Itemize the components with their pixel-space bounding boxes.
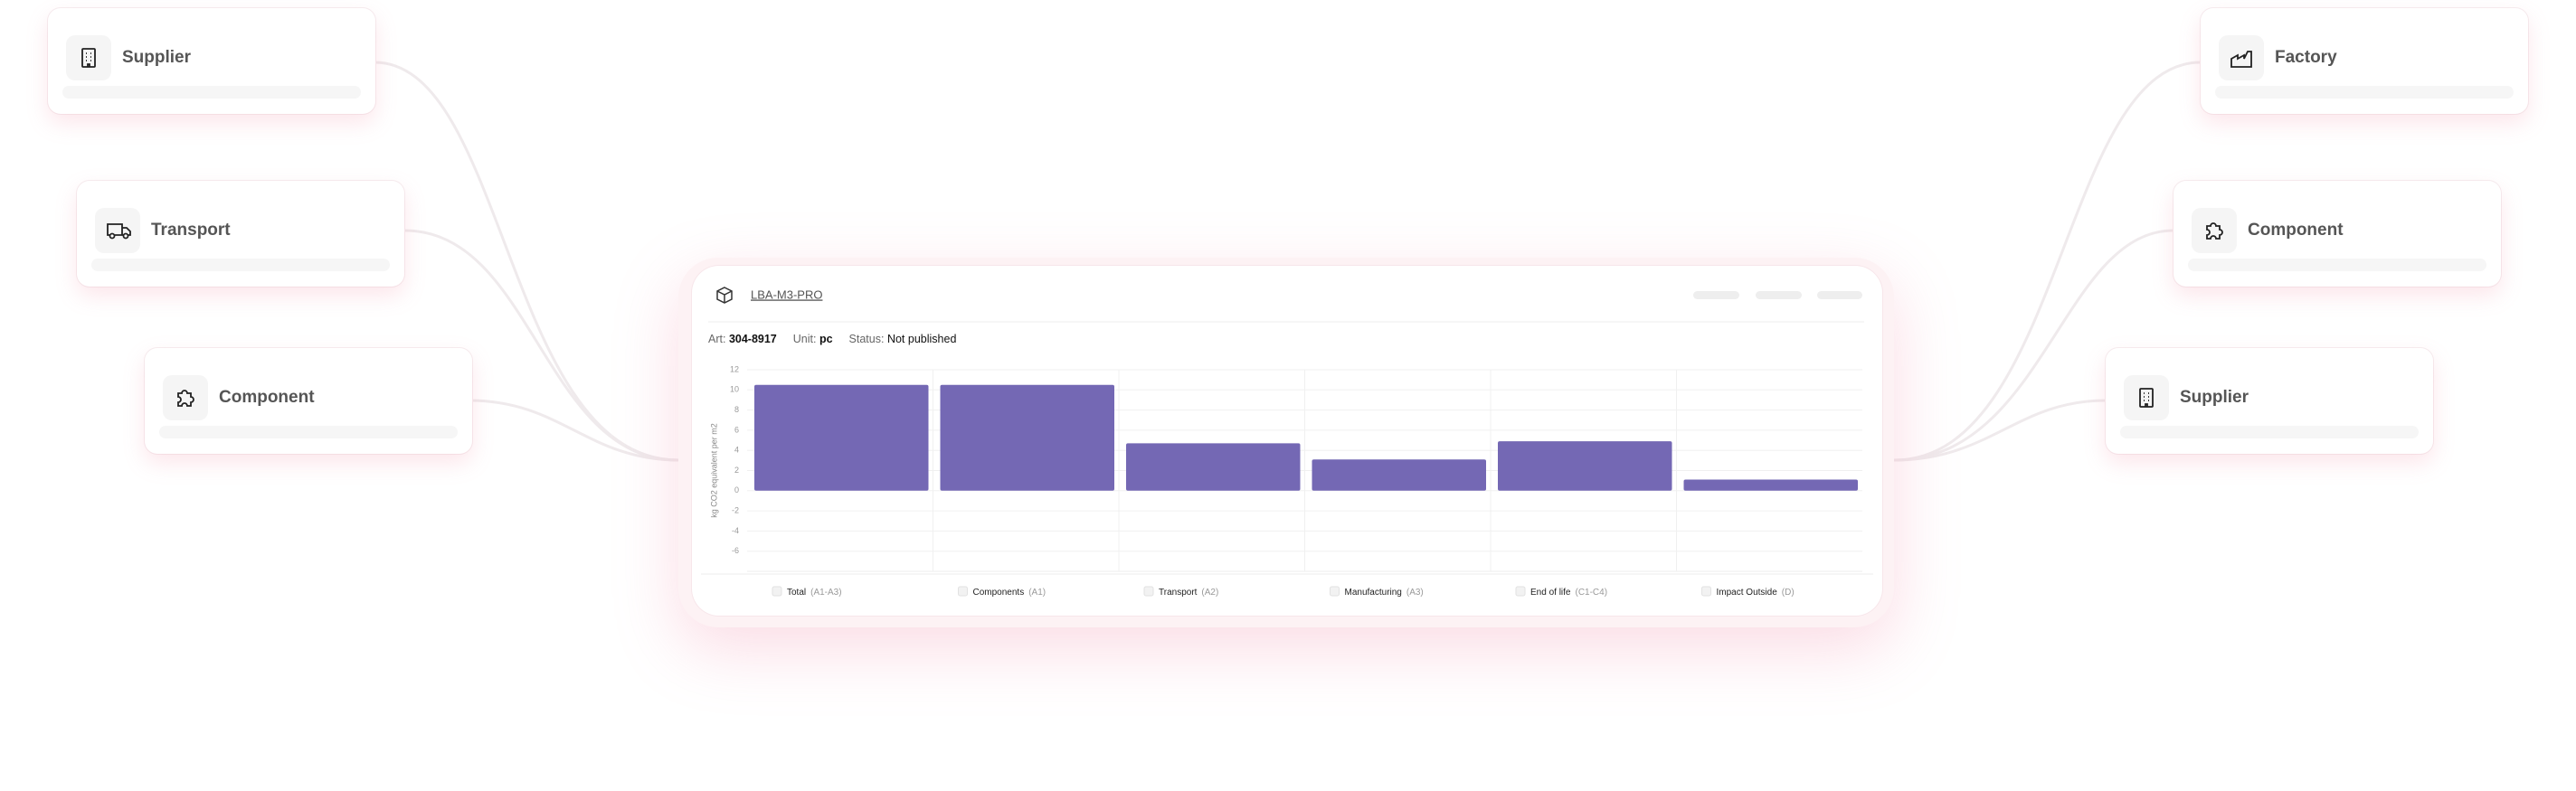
product-icon	[716, 287, 733, 304]
node-label: Component	[2248, 221, 2344, 240]
y-tick-label: 0	[734, 485, 739, 494]
legend-entry: Transport (A2)	[1159, 588, 1218, 598]
legend-code: (C1-C4)	[1575, 588, 1607, 598]
bar	[1312, 459, 1486, 491]
legend-code: (D)	[1782, 588, 1795, 598]
legend-entry: End of life (C1-C4)	[1530, 588, 1607, 598]
node-card[interactable]: Transport	[77, 181, 404, 287]
node-icon	[2124, 375, 2169, 420]
placeholder	[2120, 426, 2419, 438]
legend-swatch	[1701, 586, 1711, 597]
placeholder	[159, 426, 458, 438]
legend-swatch	[1330, 586, 1340, 597]
legend-entry: Total (A1-A3)	[787, 588, 842, 598]
legend-entry: Manufacturing (A3)	[1345, 588, 1424, 598]
legend-swatch	[958, 586, 968, 597]
legend-name: Total	[787, 588, 806, 598]
product-name[interactable]: LBA-M3-PRO	[751, 287, 822, 301]
y-tick-label: 10	[730, 385, 739, 394]
node-card[interactable]: Supplier	[2106, 348, 2433, 454]
meta-value: pc	[819, 333, 833, 345]
y-tick-label: 2	[734, 466, 739, 475]
legend-code: (A3)	[1406, 588, 1424, 598]
node-label: Factory	[2275, 48, 2337, 67]
y-axis-label: kg CO2 equivalent per m2	[709, 423, 718, 518]
node-icon	[66, 35, 111, 80]
legend-entry: Impact Outside (D)	[1717, 588, 1795, 598]
bar	[1126, 443, 1301, 491]
bar	[754, 384, 929, 491]
y-tick-label: 8	[734, 405, 739, 414]
placeholder	[1693, 291, 1739, 299]
product-meta: Art: 304-8917 Unit: pc Status: Not publish…	[708, 333, 956, 345]
node-icon	[163, 375, 208, 420]
bar	[1498, 441, 1672, 491]
product-panel: LBA-M3-PRO Art: 304-8917 Unit: pc Status: …	[701, 287, 1873, 598]
y-tick-label: -4	[732, 526, 739, 535]
legend-swatch	[1143, 586, 1154, 597]
placeholder	[2215, 86, 2514, 99]
node-icon	[2219, 35, 2264, 80]
node-label: Supplier	[122, 48, 192, 67]
node-card[interactable]: Supplier	[48, 8, 375, 114]
placeholder	[1756, 291, 1802, 299]
node-label: Transport	[151, 221, 231, 240]
legend-entry: Components (A1)	[973, 588, 1046, 598]
node-icon	[2192, 208, 2237, 253]
y-tick-label: -2	[732, 505, 739, 514]
placeholder	[62, 86, 361, 99]
legend-code: (A1-A3)	[810, 588, 841, 598]
legend-name: End of life	[1530, 588, 1571, 598]
y-tick-label: -6	[732, 546, 739, 555]
node-label: Component	[219, 388, 315, 407]
legend-swatch	[1515, 586, 1526, 597]
connector	[469, 399, 679, 462]
bar	[940, 384, 1114, 491]
placeholder	[91, 259, 390, 271]
meta-value: 304-8917	[729, 333, 777, 345]
connector	[403, 229, 679, 462]
placeholder	[1817, 291, 1862, 299]
connector	[1893, 61, 2202, 462]
connector	[1893, 399, 2107, 462]
node-icon	[95, 208, 140, 253]
node-label: Supplier	[2180, 388, 2249, 407]
bar	[1683, 479, 1858, 491]
legend-code: (A1)	[1028, 588, 1046, 598]
placeholder	[2188, 259, 2486, 271]
meta-label: Art:	[708, 333, 725, 345]
legend-code: (A2)	[1201, 588, 1218, 598]
legend-swatch	[772, 586, 782, 597]
legend-name: Components	[973, 588, 1025, 598]
y-tick-label: 4	[734, 446, 739, 455]
y-tick-label: 6	[734, 425, 739, 434]
legend-name: Impact Outside	[1717, 588, 1778, 598]
meta-label: Status:	[849, 333, 885, 345]
node-card[interactable]: Component	[145, 348, 472, 454]
connector	[1893, 229, 2174, 462]
node-card[interactable]: Factory	[2201, 8, 2528, 114]
legend-name: Transport	[1159, 588, 1198, 598]
node-card[interactable]: Component	[2174, 181, 2501, 287]
y-tick-label: 12	[730, 364, 739, 373]
meta-value: Not published	[887, 333, 956, 345]
product-card: LBA-M3-PRO Art: 304-8917 Unit: pc Status: …	[692, 266, 1882, 616]
meta-label: Unit:	[793, 333, 817, 345]
legend-name: Manufacturing	[1345, 588, 1402, 598]
